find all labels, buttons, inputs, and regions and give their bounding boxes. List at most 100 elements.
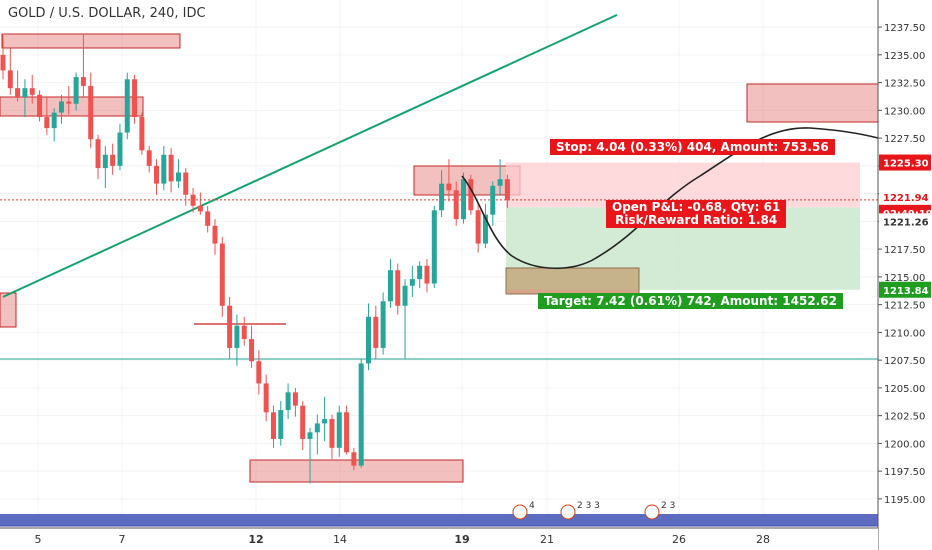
candle-body xyxy=(190,194,196,206)
target-price-tag: 1213.84 xyxy=(883,286,929,297)
candle-body xyxy=(0,54,6,71)
candle-body xyxy=(212,225,218,244)
candle-body xyxy=(387,270,393,302)
price-tick-label: 1217.50 xyxy=(884,245,925,256)
price-tick-label: 1210.00 xyxy=(884,328,925,339)
candle-body xyxy=(490,185,496,215)
candles xyxy=(0,34,510,484)
event-count: 2 3 3 xyxy=(577,501,600,511)
target-label: Target: 7.42 (0.61%) 742, Amount: 1452.6… xyxy=(538,293,843,309)
stop-price-tag: 1225.30 xyxy=(883,159,929,170)
candle-body xyxy=(88,85,94,140)
candle-body xyxy=(482,214,488,244)
candle-body xyxy=(395,270,401,306)
time-tick-label: 7 xyxy=(119,533,126,546)
candle-body xyxy=(139,117,145,151)
target-price-tag-bg xyxy=(879,281,931,298)
candle-body xyxy=(351,452,357,466)
candle-body xyxy=(292,392,298,406)
candle-body xyxy=(227,305,233,348)
candle-body xyxy=(124,79,130,133)
zone-box xyxy=(0,96,144,117)
candle-body xyxy=(285,392,291,411)
candle-body xyxy=(241,325,247,340)
candle-body xyxy=(468,179,474,211)
candle-body xyxy=(249,339,255,362)
candle-body xyxy=(51,112,57,129)
candle-body xyxy=(461,179,467,220)
candle-body xyxy=(453,190,459,220)
entry-price-tag: 1221.26 xyxy=(883,217,929,228)
candle-body xyxy=(44,117,50,129)
event-count: 2 3 xyxy=(661,501,675,511)
zone-box xyxy=(249,459,464,483)
price-tick-label: 1205.00 xyxy=(884,384,925,395)
trend-line xyxy=(2,13,618,298)
candle-body xyxy=(58,101,64,113)
candle-body xyxy=(504,179,510,201)
time-tick-label: 5 xyxy=(35,533,42,546)
candle-body xyxy=(380,301,386,348)
candle-body xyxy=(22,88,28,98)
candle-body xyxy=(183,172,189,195)
price-tick-label: 1200.00 xyxy=(884,439,925,450)
time-tick-label: 12 xyxy=(248,533,263,546)
entry-price-tag-bg xyxy=(879,213,931,230)
open-pnl-text: Open P&L: -0.68, Qty: 61 xyxy=(612,200,781,214)
candle-body xyxy=(409,279,415,286)
candle-body xyxy=(344,412,350,453)
candle-body xyxy=(366,316,371,364)
events-bar xyxy=(0,514,878,526)
candle-body xyxy=(431,210,437,284)
candle-body xyxy=(234,325,240,348)
candle-body xyxy=(66,101,72,104)
candle-body xyxy=(95,139,101,169)
price-tick-label: 1232.50 xyxy=(884,79,925,90)
candle-body xyxy=(439,183,445,211)
candle-body xyxy=(132,79,138,118)
candle-body xyxy=(475,210,481,244)
candle-body xyxy=(102,154,108,169)
candle-body xyxy=(307,432,313,439)
time-tick-label: 14 xyxy=(333,533,347,546)
candle-body xyxy=(29,88,35,95)
candle-body xyxy=(15,88,21,98)
candle-body xyxy=(197,205,203,212)
demand-box xyxy=(505,267,640,295)
price-tick-label: 1212.50 xyxy=(884,301,925,312)
time-tick-label: 28 xyxy=(756,533,770,546)
candle-body xyxy=(329,418,335,448)
candle-body xyxy=(373,316,379,348)
price-tick-label: 1207.50 xyxy=(884,356,925,367)
zone-box xyxy=(413,165,521,196)
candle-body xyxy=(7,70,13,89)
candle-body xyxy=(314,423,320,433)
price-tick-label: 1215.00 xyxy=(884,273,925,284)
price-tick-label: 1230.00 xyxy=(884,106,925,117)
candle-body xyxy=(256,361,262,384)
candle-body xyxy=(263,383,269,413)
candle-body xyxy=(161,154,167,184)
time-axis xyxy=(0,528,878,550)
candle-body xyxy=(175,172,181,182)
candle-body xyxy=(322,418,328,424)
time-tick-label: 19 xyxy=(454,533,469,546)
stop-label: Stop: 4.04 (0.33%) 404, Amount: 753.56 xyxy=(550,139,835,155)
symbol-title: GOLD / U.S. DOLLAR, 240, IDC xyxy=(8,6,206,21)
candle-body xyxy=(336,412,342,448)
candle-body xyxy=(497,179,503,186)
zone-box xyxy=(1,33,181,49)
price-tick-label: 1197.50 xyxy=(884,467,925,478)
event-flag-icon xyxy=(560,504,576,520)
price-tick-label: 1195.00 xyxy=(884,495,925,506)
candle-body xyxy=(117,132,123,166)
event-flag-icon xyxy=(512,504,528,520)
price-tick-label: 1235.00 xyxy=(884,51,925,62)
candle-body xyxy=(358,363,364,466)
price-tick-label: 1202.50 xyxy=(884,412,925,423)
candle-body xyxy=(80,77,86,86)
candle-body xyxy=(205,211,211,226)
candle-body xyxy=(219,243,225,306)
